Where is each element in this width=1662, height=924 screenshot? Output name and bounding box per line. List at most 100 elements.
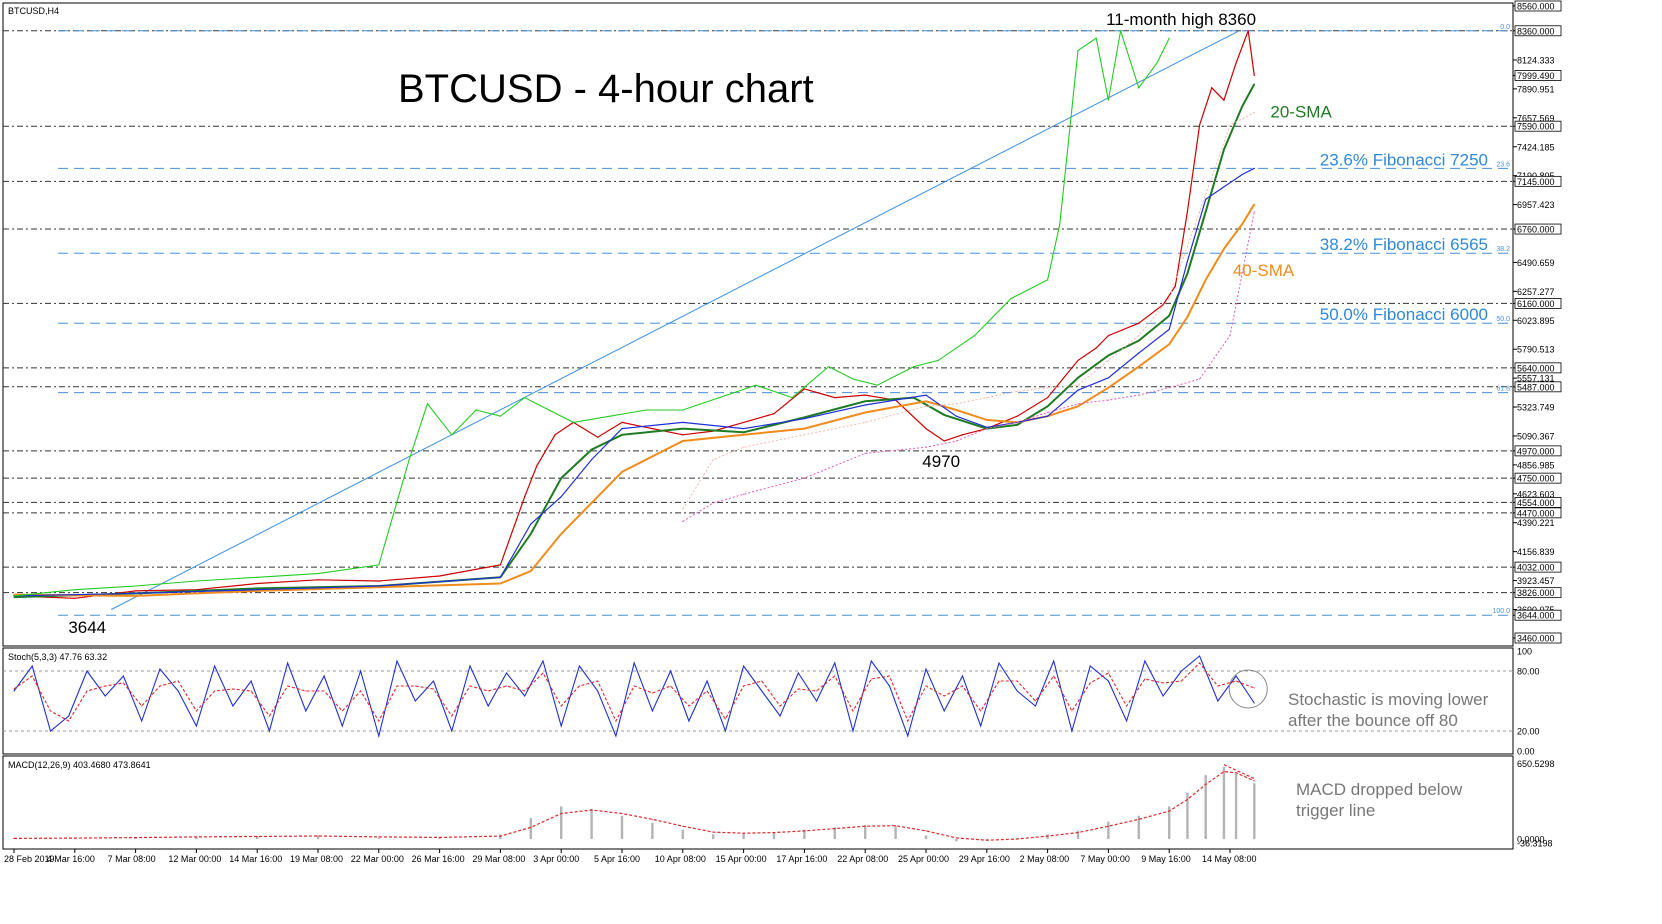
macd-signal-point bbox=[1107, 825, 1109, 827]
stochastic-point-signal bbox=[487, 690, 489, 692]
fibonacci-level-label: 38.2 bbox=[1496, 246, 1510, 253]
stochastic-point-main bbox=[651, 710, 653, 712]
macd-signal-point bbox=[530, 826, 532, 828]
y-tick-box bbox=[1514, 472, 1562, 484]
price-point-chikou bbox=[1047, 279, 1049, 281]
macd-signal-point bbox=[13, 837, 15, 839]
stochastic-point-signal bbox=[360, 690, 362, 692]
price-point-kijun bbox=[1138, 352, 1140, 354]
price-point-cloud_upper bbox=[925, 405, 927, 407]
price-point-kijun bbox=[1107, 377, 1109, 379]
macd-signal-point bbox=[621, 812, 623, 814]
price-point-close bbox=[961, 434, 964, 436]
price-point-sma20 bbox=[1107, 354, 1109, 357]
macd-signal-point bbox=[1253, 780, 1255, 782]
x-tick-label: 5 Apr 16:00 bbox=[594, 854, 640, 864]
price-point-sma40 bbox=[1186, 316, 1189, 318]
price-point-kijun bbox=[1047, 415, 1049, 417]
y-tick-label: 7657.569 bbox=[1517, 113, 1555, 123]
stochastic-point-main bbox=[925, 668, 927, 670]
macd-histogram-bar bbox=[803, 829, 806, 840]
stochastic-point-signal bbox=[816, 690, 818, 692]
price-point-sma20 bbox=[1241, 105, 1243, 107]
price-point-kijun bbox=[1168, 328, 1170, 331]
y-tick-label: 7999.490 bbox=[1517, 71, 1555, 81]
price-point-close bbox=[864, 394, 866, 396]
price-point-chikou bbox=[682, 409, 684, 411]
stochastic-highlight-circle bbox=[1228, 669, 1268, 709]
price-point-chikou bbox=[1119, 30, 1122, 32]
x-tick-label: 25 Apr 00:00 bbox=[898, 854, 949, 864]
stochastic-point-signal bbox=[341, 710, 343, 712]
price-point-close bbox=[651, 427, 654, 430]
stochastic-point-signal bbox=[195, 710, 197, 712]
macd-signal-point bbox=[864, 825, 866, 827]
price-point-close bbox=[1107, 335, 1109, 337]
stochastic-point-main bbox=[396, 660, 398, 662]
price-annotation: 20-SMA bbox=[1270, 103, 1332, 122]
y-tick-label: 4623.603 bbox=[1517, 489, 1555, 499]
price-point-chikou bbox=[1010, 297, 1012, 300]
x-tick-label: 22 Apr 08:00 bbox=[837, 854, 888, 864]
stochastic-point-signal bbox=[524, 690, 526, 692]
price-series: 11-month high 8360 4970 3644 20-SMA 40-SMA bbox=[13, 10, 1332, 637]
price-point-close bbox=[317, 579, 319, 581]
price-point-close bbox=[554, 434, 556, 436]
price-point-sma40 bbox=[1138, 366, 1140, 368]
price-point-sma40 bbox=[1223, 248, 1225, 250]
stochastic-point-signal bbox=[1199, 662, 1201, 664]
stochastic-point-signal bbox=[1034, 700, 1036, 702]
stochastic-point-main bbox=[907, 735, 909, 737]
price-annotation: 4970 bbox=[922, 452, 960, 471]
stochastic-point-main bbox=[177, 690, 179, 692]
y-tick-label: 5487.000 bbox=[1517, 382, 1555, 392]
macd-signal-point bbox=[1016, 838, 1018, 840]
macd-histogram-bar bbox=[681, 829, 684, 840]
stochastic-point-main bbox=[852, 730, 854, 732]
price-point-kijun bbox=[864, 404, 866, 406]
x-tick-label: 19 Mar 08:00 bbox=[290, 854, 343, 864]
stochastic-annotation-line1: Stochastic is moving lower bbox=[1288, 690, 1489, 709]
price-point-sma20 bbox=[560, 477, 562, 479]
macd-histogram-bar bbox=[1107, 821, 1110, 840]
price-point-cloud_upper bbox=[803, 434, 806, 436]
stochastic-point-signal bbox=[1162, 682, 1164, 684]
price-point-chikou bbox=[718, 396, 720, 399]
price-point-chikou bbox=[755, 384, 757, 386]
x-tick-label: 28 Feb 2019 bbox=[4, 854, 55, 864]
price-point-sma40 bbox=[499, 582, 501, 585]
price-point-close bbox=[1174, 285, 1176, 287]
macd-histogram-bar bbox=[529, 818, 532, 840]
price-point-sma20 bbox=[1138, 339, 1140, 342]
y-tick-label: 6257.277 bbox=[1517, 287, 1555, 297]
price-point-chikou bbox=[74, 589, 76, 591]
price-point-close bbox=[536, 465, 538, 467]
y-tick-label: 4390.221 bbox=[1517, 518, 1555, 528]
stochastic-point-main bbox=[870, 660, 872, 662]
macd-trigger-marker bbox=[1223, 764, 1255, 780]
price-point-close bbox=[1199, 124, 1201, 126]
macd-signal-point bbox=[834, 828, 836, 830]
macd-histogram-bar bbox=[924, 835, 928, 840]
stochastic-point-main bbox=[980, 725, 982, 727]
price-point-close bbox=[743, 421, 745, 423]
stochastic-y-tick: 80.00 bbox=[1517, 667, 1540, 677]
price-point-cloud_upper bbox=[1199, 211, 1201, 213]
macd-histogram-bar bbox=[438, 837, 441, 840]
stochastic-point-main bbox=[1162, 695, 1164, 697]
y-tick-label: 4554.000 bbox=[1517, 498, 1555, 508]
x-tick-label: 26 Mar 16:00 bbox=[412, 854, 465, 864]
stochastic-point-main bbox=[433, 680, 435, 682]
price-point-cloud_upper bbox=[1047, 387, 1049, 389]
stochastic-point-signal bbox=[1089, 682, 1091, 684]
stochastic-point-signal bbox=[724, 718, 726, 720]
price-point-sma40 bbox=[743, 434, 745, 436]
stochastic-point-signal bbox=[469, 685, 471, 687]
price-point-cloud_upper bbox=[1077, 384, 1079, 386]
stochastic-point-main bbox=[597, 690, 599, 692]
stochastic-point-signal bbox=[943, 695, 945, 697]
price-point-kijun bbox=[499, 576, 501, 578]
price-point-close bbox=[378, 580, 380, 582]
